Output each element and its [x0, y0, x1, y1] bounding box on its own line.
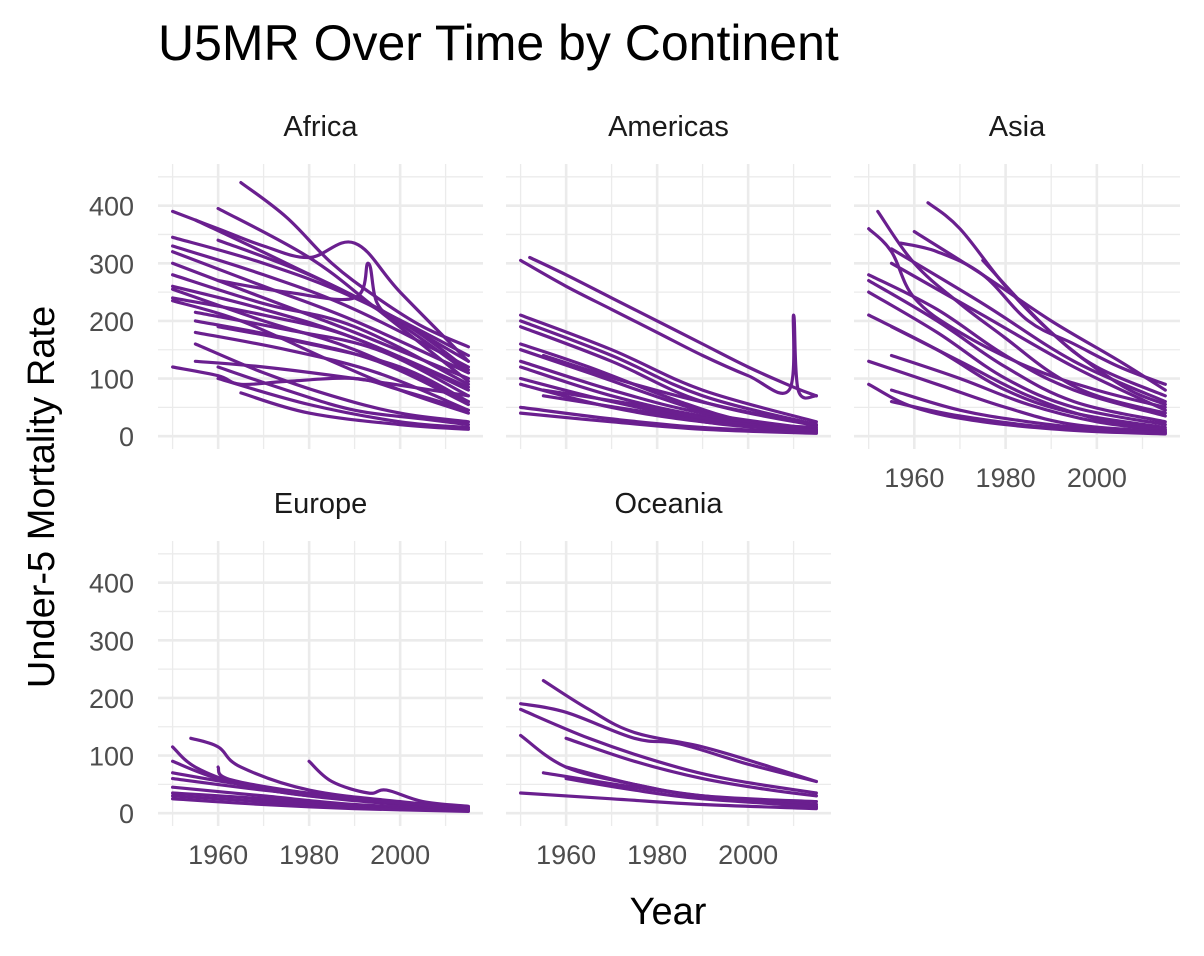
y-tick-label: 400 — [89, 192, 134, 222]
series-line — [889, 247, 1167, 404]
y-axis-title: Under-5 Mortality Rate — [21, 306, 63, 688]
series-line — [519, 313, 818, 424]
y-tick-label: 100 — [89, 742, 134, 772]
series-line — [519, 319, 818, 427]
series-line — [541, 394, 818, 432]
series-line — [171, 273, 470, 386]
series-line — [171, 250, 470, 375]
x-tick-label: 1980 — [627, 840, 687, 870]
series-line — [519, 702, 818, 784]
series-line — [171, 244, 470, 369]
series-line — [889, 261, 1167, 412]
strip-label: Europe — [274, 488, 368, 520]
series-line — [216, 365, 470, 427]
series-line — [867, 279, 1167, 424]
series-line — [541, 771, 818, 809]
series-line — [193, 342, 470, 424]
x-tick-label: 1960 — [884, 463, 944, 493]
series-line — [519, 359, 818, 431]
y-tick-label: 300 — [89, 626, 134, 656]
strip-label: Oceania — [614, 488, 723, 520]
series-line — [239, 181, 470, 349]
panel-asia: Asia 1960 1980 2000 — [854, 111, 1180, 493]
series-line — [867, 359, 1167, 434]
series-line — [519, 791, 818, 811]
series-line — [171, 235, 470, 358]
panel-africa: Africa 0 100 200 300 400 — [89, 111, 483, 452]
series-line — [981, 258, 1167, 407]
y-tick-label: 200 — [89, 684, 134, 714]
y-tick-label: 200 — [89, 307, 134, 337]
y-tick-label: 0 — [119, 799, 134, 829]
y-tick-label: 0 — [119, 422, 134, 452]
panel-americas: Americas — [506, 111, 831, 449]
series-line — [867, 290, 1167, 427]
series-line — [239, 391, 470, 431]
strip-label: Asia — [989, 111, 1046, 143]
series-line — [564, 736, 818, 798]
y-tick-label: 400 — [89, 569, 134, 599]
series-line — [216, 206, 470, 383]
series-line — [541, 679, 818, 784]
series-line — [216, 238, 470, 372]
x-tick-label: 2000 — [718, 840, 778, 870]
x-tick-label: 1980 — [976, 463, 1036, 493]
panel-oceania: Oceania 1960 1980 2000 — [506, 488, 831, 870]
series-line — [307, 759, 470, 808]
series-line — [216, 376, 470, 430]
series-line — [171, 777, 470, 811]
series-line — [912, 230, 1167, 392]
series-line — [528, 255, 818, 398]
series-line — [889, 400, 1167, 435]
x-axis-title: Year — [630, 891, 707, 933]
series-line — [899, 241, 1167, 386]
series-line — [216, 325, 470, 404]
strip-label: Americas — [608, 111, 729, 143]
y-tick-label: 300 — [89, 249, 134, 279]
series-line — [867, 227, 1167, 409]
series-line — [519, 411, 818, 435]
series-line — [171, 209, 470, 363]
series-line — [519, 707, 818, 795]
strip-label: Africa — [283, 111, 358, 143]
x-tick-label: 2000 — [1067, 463, 1127, 493]
series-line — [171, 797, 470, 813]
x-tick-label: 2000 — [370, 840, 430, 870]
x-tick-label: 1960 — [536, 840, 596, 870]
x-tick-label: 1980 — [279, 840, 339, 870]
series-line — [867, 273, 1167, 418]
series-line — [889, 325, 1167, 431]
chart-title: U5MR Over Time by Continent — [158, 15, 839, 71]
series-line — [519, 258, 818, 400]
series-line — [193, 359, 470, 398]
x-tick-label: 1960 — [188, 840, 248, 870]
series-line — [541, 353, 818, 427]
series-line — [889, 353, 1167, 432]
y-tick-label: 100 — [89, 365, 134, 395]
panel-europe: Europe 0 100 200 300 400 1960 1980 2000 — [89, 488, 483, 870]
